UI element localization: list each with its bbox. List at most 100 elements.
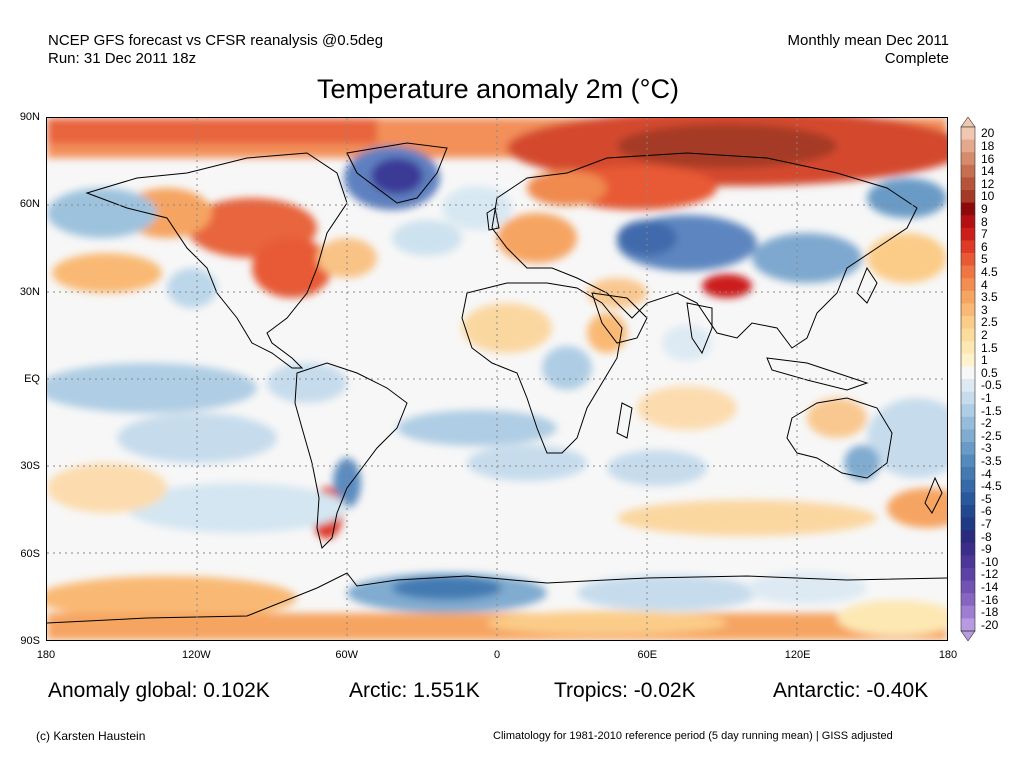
colorbar-min-arrow [960, 630, 976, 642]
lon-label: 120E [784, 649, 811, 661]
colorbar-swatch [961, 517, 975, 531]
stat-global: Anomaly global: 0.102K [48, 679, 270, 702]
lon-label: 60W [335, 649, 358, 661]
colorbar-swatch [961, 555, 975, 569]
colorbar-swatch [961, 479, 975, 493]
colorbar [958, 116, 978, 646]
colorbar-label: 1 [981, 353, 988, 368]
colorbar-label: -18 [981, 605, 999, 620]
colorbar-label: -16 [981, 592, 999, 607]
colorbar-label: 2 [981, 327, 988, 342]
run-info: Run: 31 Dec 2011 18z [48, 50, 197, 67]
colorbar-swatch [961, 366, 975, 380]
lon-label: 180 [36, 649, 56, 661]
colorbar-label: -9 [981, 542, 992, 557]
colorbar-swatch [961, 202, 975, 216]
lat-label: 30S [20, 460, 40, 473]
colorbar-swatch [961, 429, 975, 443]
colorbar-label: 7 [981, 227, 988, 242]
stat-antarctic: Antarctic: -0.40K [773, 679, 929, 702]
colorbar-label: 3.5 [981, 290, 998, 305]
colorbar-frame [960, 126, 976, 632]
colorbar-label: 4 [981, 277, 988, 292]
colorbar-label: 2.5 [981, 315, 998, 330]
stat-arctic: Arctic: 1.551K [349, 679, 480, 702]
colorbar-max-arrow [960, 116, 976, 128]
colorbar-label: 16 [981, 151, 995, 166]
colorbar-label: 18 [981, 138, 995, 153]
colorbar-label: 4.5 [981, 264, 998, 279]
colorbar-swatch [961, 492, 975, 506]
lon-label: 0 [493, 649, 501, 661]
stat-tropics: Tropics: -0.02K [554, 679, 696, 702]
lat-label: 60N [19, 198, 40, 211]
period-info: Monthly mean Dec 2011 [787, 32, 949, 49]
colorbar-label: -12 [981, 567, 999, 582]
colorbar-swatch [961, 328, 975, 342]
colorbar-label: -0.5 [981, 378, 1002, 393]
colorbar-swatch [961, 618, 975, 632]
colorbar-swatch [961, 505, 975, 519]
colorbar-swatch [961, 542, 975, 556]
colorbar-label: -1 [981, 390, 992, 405]
colorbar-label: 10 [981, 189, 995, 204]
colorbar-swatch [961, 190, 975, 204]
colorbar-swatch [961, 391, 975, 405]
colorbar-label: -5 [981, 491, 992, 506]
coastlines [47, 142, 947, 624]
lat-label: 90N [19, 111, 40, 123]
colorbar-swatch [961, 215, 975, 229]
lat-label: EQ [24, 373, 40, 385]
colorbar-swatch [961, 227, 975, 241]
colorbar-label: 0.5 [981, 365, 998, 380]
colorbar-swatch [961, 353, 975, 367]
colorbar-swatch [961, 404, 975, 418]
colorbar-swatch [961, 580, 975, 594]
colorbar-label: 3 [981, 302, 988, 317]
lat-label: 60S [20, 547, 40, 560]
colorbar-label: -4.5 [981, 479, 1002, 494]
colorbar-swatch [961, 278, 975, 292]
colorbar-label: -3 [981, 441, 992, 456]
colorbar-label: 5 [981, 252, 988, 267]
colorbar-label: -10 [981, 554, 999, 569]
colorbar-label: -2.5 [981, 428, 1002, 443]
colorbar-label: 14 [981, 164, 995, 179]
colorbar-label: 8 [981, 214, 988, 229]
colorbar-swatch [961, 265, 975, 279]
colorbar-label: 1.5 [981, 340, 998, 355]
colorbar-swatches [960, 116, 976, 642]
colorbar-swatch [961, 416, 975, 430]
copyright: (c) Karsten Haustein [36, 729, 146, 743]
colorbar-label: 20 [981, 126, 995, 141]
colorbar-label: 6 [981, 239, 988, 254]
colorbar-swatch [961, 568, 975, 582]
colorbar-swatch [961, 341, 975, 355]
colorbar-swatch [961, 139, 975, 153]
colorbar-swatch [961, 152, 975, 166]
colorbar-label: -8 [981, 529, 992, 544]
colorbar-label: -6 [981, 504, 992, 519]
colorbar-swatch [961, 379, 975, 393]
colorbar-swatch [961, 442, 975, 456]
lat-label: 30N [19, 285, 40, 298]
climatology-note: Climatology for 1981-2010 reference peri… [493, 730, 893, 742]
colorbar-swatch [961, 467, 975, 481]
lon-label: 60E [637, 649, 658, 661]
status-info: Complete [884, 50, 949, 67]
colorbar-swatch [961, 454, 975, 468]
colorbar-label: 12 [981, 176, 995, 191]
colorbar-swatch [961, 253, 975, 267]
colorbar-swatch [961, 290, 975, 304]
colorbar-swatch [961, 177, 975, 191]
anomaly-map [46, 117, 948, 641]
lon-label: 120W [181, 649, 211, 661]
colorbar-swatch [961, 316, 975, 330]
colorbar-label: -14 [981, 579, 999, 594]
colorbar-label: -7 [981, 516, 992, 531]
colorbar-swatch [961, 240, 975, 254]
colorbar-swatch [961, 127, 975, 141]
colorbar-label: -4 [981, 466, 992, 481]
colorbar-swatch [961, 530, 975, 544]
graticule [47, 118, 947, 640]
